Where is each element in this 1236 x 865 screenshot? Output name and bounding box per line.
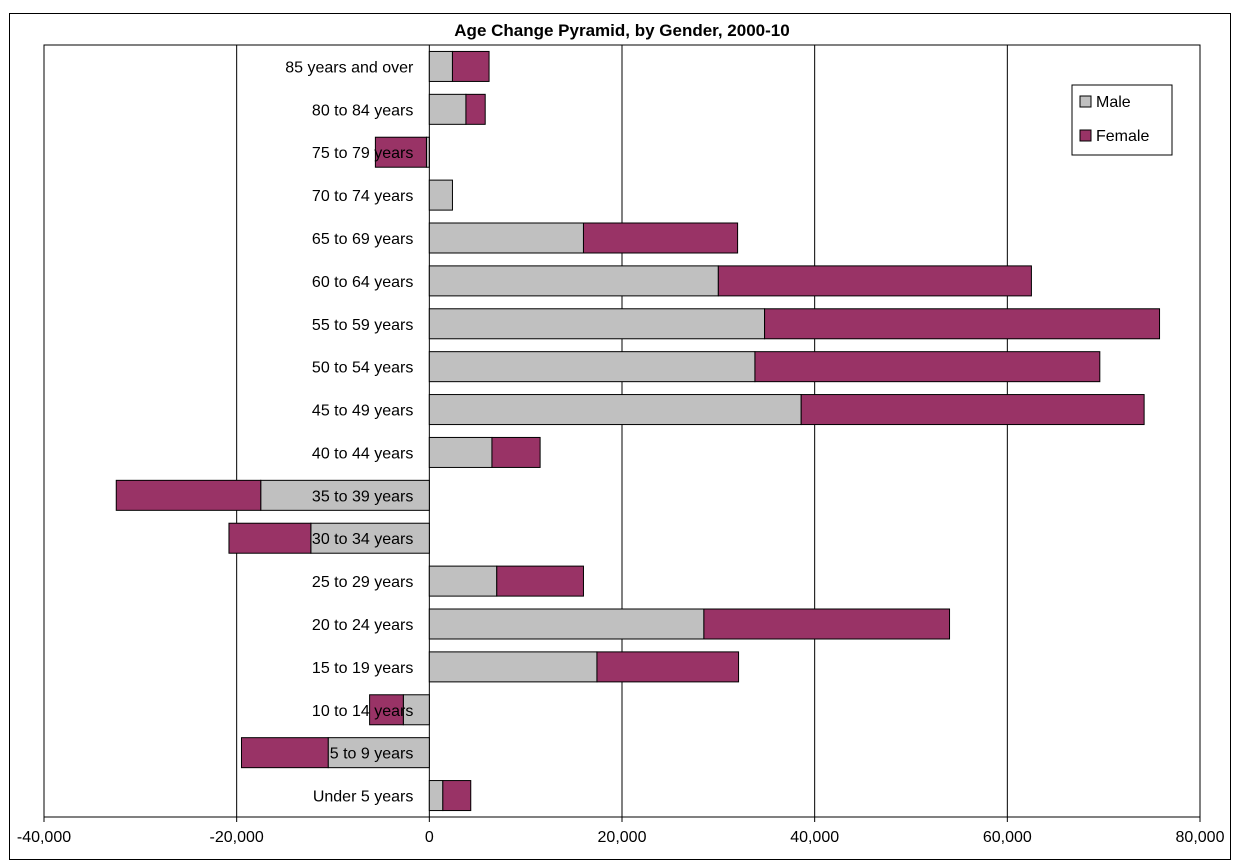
bar-male (428, 308, 766, 340)
bar-male (428, 93, 467, 125)
category-label: 80 to 84 years (312, 102, 413, 119)
bar-female (442, 780, 472, 812)
bar-female (240, 737, 329, 769)
bar-male (428, 651, 598, 683)
bar-female (754, 351, 1101, 383)
category-label: 45 to 49 years (312, 403, 413, 420)
bar-female (717, 265, 1032, 297)
legend-swatch-male (1079, 95, 1092, 108)
x-tick-label: 80,000 (1176, 829, 1225, 846)
category-label: 5 to 9 years (330, 746, 414, 763)
bar-female (115, 479, 262, 511)
legend-label-male: Male (1096, 94, 1131, 111)
category-label: 40 to 44 years (312, 445, 413, 462)
bar-female (496, 565, 584, 597)
bar-female (596, 651, 740, 683)
legend-swatch-female (1079, 129, 1092, 142)
bar-male (428, 222, 584, 254)
bars (115, 50, 1161, 812)
bar-male (428, 351, 756, 383)
bar-female (374, 136, 427, 168)
category-labels: 85 years and over 80 to 84 years 75 to 79 … (285, 59, 414, 805)
category-label: 70 to 74 years (312, 188, 413, 205)
x-tick-label: -20,000 (210, 829, 264, 846)
category-label: 25 to 29 years (312, 574, 413, 591)
bar-female (228, 522, 312, 554)
bar-female (764, 308, 1161, 340)
bar-male (428, 436, 493, 468)
x-tick-label: 0 (425, 829, 434, 846)
bar-female (369, 694, 404, 726)
legend: Male Female (1071, 84, 1173, 156)
category-label: 60 to 64 years (312, 274, 413, 291)
bar-male (428, 50, 453, 82)
bar-female (465, 93, 486, 125)
bar-female (491, 436, 541, 468)
bar-female (451, 50, 490, 82)
category-label: 35 to 39 years (312, 488, 413, 505)
category-label: 50 to 54 years (312, 360, 413, 377)
chart-title: Age Change Pyramid, by Gender, 2000-10 (454, 21, 789, 40)
category-label: 30 to 34 years (312, 531, 413, 548)
bar-male (428, 565, 498, 597)
bar-male (428, 780, 444, 812)
x-tick-label: -40,000 (17, 829, 71, 846)
bar-male (327, 737, 430, 769)
chart-frame (9, 13, 1231, 860)
category-label: 15 to 19 years (312, 660, 413, 677)
bar-male (428, 394, 802, 426)
category-label: 20 to 24 years (312, 617, 413, 634)
bar-male (428, 265, 719, 297)
category-label: 65 to 69 years (312, 231, 413, 248)
plot-area (43, 44, 1201, 818)
legend-label-female: Female (1096, 128, 1149, 145)
bar-female (703, 608, 951, 640)
bar-male (428, 179, 453, 211)
bar-female (582, 222, 739, 254)
x-axis: -40,000 -20,000 0 20,000 40,000 60,000 80,000 (17, 829, 1225, 846)
bar-male (428, 608, 705, 640)
category-label: 10 to 14 years (312, 703, 413, 720)
x-tick-label: 40,000 (790, 829, 839, 846)
gridlines (43, 45, 1201, 822)
bar-female (800, 394, 1145, 426)
category-label: 75 to 79 years (312, 145, 413, 162)
category-label: 55 to 59 years (312, 317, 413, 334)
x-tick-label: 20,000 (598, 829, 647, 846)
category-label: 85 years and over (285, 59, 414, 76)
category-label: Under 5 years (313, 789, 414, 806)
x-tick-label: 60,000 (983, 829, 1032, 846)
